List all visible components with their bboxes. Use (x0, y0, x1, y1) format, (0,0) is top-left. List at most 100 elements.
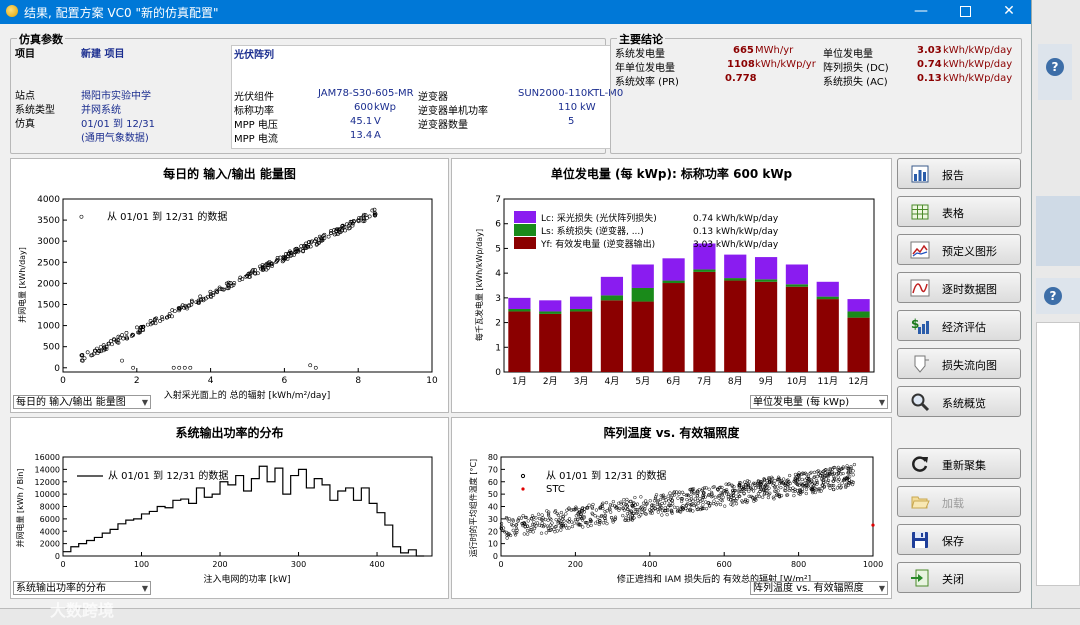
chart-type-dropdown[interactable]: 阵列温度 vs. 有效辐照度 ▼ (750, 581, 888, 595)
data-point (587, 503, 591, 507)
data-point (745, 499, 750, 503)
save-button[interactable]: 保存 (897, 524, 1021, 555)
result-label: 阵列损失 (DC) (823, 63, 889, 74)
data-point (151, 320, 156, 325)
legend-label: 从 01/01 到 12/31 的数据 (546, 469, 666, 482)
data-point (754, 494, 759, 499)
data-point (826, 478, 831, 483)
data-point (608, 503, 613, 507)
y-tick-label: 6 (495, 220, 501, 230)
y-tick-label: 2 (495, 319, 501, 329)
recalculate-button[interactable]: 重新聚集 (897, 448, 1021, 479)
data-point (370, 208, 375, 213)
data-point (572, 521, 576, 525)
data-point (211, 291, 216, 296)
report-button[interactable]: 报告 (897, 158, 1021, 189)
data-point (781, 481, 785, 486)
bar-segment (693, 269, 716, 272)
data-point (637, 514, 641, 519)
predefined-graphs-button[interactable]: 预定义图形 (897, 234, 1021, 265)
data-point (608, 507, 612, 511)
data-point (160, 315, 164, 320)
data-point (502, 530, 507, 534)
data-point (511, 528, 515, 532)
data-point (189, 302, 194, 307)
hourly-graphs-button[interactable]: 逐时数据图 (897, 272, 1021, 303)
data-point (685, 503, 689, 507)
loss-flow-button[interactable]: 损失流向图 (897, 348, 1021, 379)
data-point (720, 492, 724, 497)
data-point (540, 521, 544, 525)
help-icon[interactable]: ? (1046, 58, 1064, 76)
data-point (851, 469, 855, 473)
y-tick-label: 40 (488, 503, 498, 512)
system-overview-button[interactable]: 系统概览 (897, 386, 1021, 417)
data-point (766, 495, 771, 500)
data-point (501, 526, 506, 530)
data-point (373, 213, 378, 218)
bar-segment (785, 264, 809, 285)
data-point (582, 516, 586, 520)
chart-type-dropdown[interactable]: 单位发电量 (每 kWp) ▼ (750, 395, 888, 409)
data-point (828, 483, 832, 488)
maximize-button[interactable] (943, 0, 987, 24)
data-point (534, 516, 538, 520)
economic-evaluation-button[interactable]: $ 经济评估 (897, 310, 1021, 341)
y-axis-label: 每千瓦发电量 [kWh/kWp/day] (474, 229, 484, 341)
data-point (743, 480, 747, 484)
data-point (778, 495, 782, 499)
data-point (632, 516, 636, 520)
chart-panel-power-distribution: 系统输出功率的分布 0 2000 4000 6000 8000 10000 12000 140… (10, 417, 449, 599)
data-point (805, 480, 810, 484)
y-axis-label: 并网电量 [kWh/day] (17, 247, 27, 323)
load-button[interactable]: 加载 (897, 486, 1021, 517)
data-point (289, 253, 294, 257)
data-point (505, 536, 509, 540)
data-point (842, 478, 846, 482)
data-point (125, 336, 130, 341)
data-point (541, 516, 545, 520)
data-point (576, 511, 580, 515)
table-button[interactable]: 表格 (897, 196, 1021, 227)
y-tick-label: 50 (488, 490, 498, 499)
close-window-button[interactable]: ✕ (1003, 3, 1015, 19)
x-tick-label: 10月 (787, 376, 807, 387)
data-point (779, 485, 783, 490)
data-point (293, 249, 297, 254)
minimize-button[interactable]: — (914, 3, 928, 19)
data-point (691, 509, 695, 513)
dollar-chart-icon: $ (911, 317, 929, 334)
data-point (137, 330, 142, 335)
data-point (310, 239, 314, 244)
data-point (815, 475, 820, 479)
chart-type-dropdown[interactable]: 每日的 输入/输出 能量图 ▼ (13, 395, 151, 409)
data-point (598, 519, 602, 523)
data-point (553, 509, 558, 513)
data-point (228, 280, 233, 285)
data-point (650, 511, 654, 515)
data-point (756, 491, 761, 496)
help-icon[interactable]: ? (1044, 287, 1062, 305)
data-point (688, 508, 692, 512)
data-point (836, 467, 840, 471)
data-point (625, 497, 629, 502)
data-point (720, 485, 724, 490)
data-point (556, 513, 561, 517)
close-button[interactable]: 关闭 (897, 562, 1021, 593)
data-point (835, 486, 840, 490)
data-point (844, 484, 848, 488)
x-tick-label: 400 (369, 560, 384, 569)
data-point (546, 526, 550, 530)
sim-label: 仿真 (15, 119, 35, 130)
data-point (830, 467, 834, 471)
data-point (751, 483, 755, 487)
data-point (670, 509, 674, 513)
y-tick-label: 0 (493, 552, 498, 561)
group-legend: 主要结论 (617, 31, 665, 47)
bar-segment (569, 308, 593, 312)
chart-type-dropdown[interactable]: 系统输出功率的分布 ▼ (13, 581, 151, 595)
y-tick-label: 30 (488, 515, 498, 524)
data-point (669, 503, 673, 508)
data-point (588, 517, 592, 522)
data-point (819, 473, 823, 478)
